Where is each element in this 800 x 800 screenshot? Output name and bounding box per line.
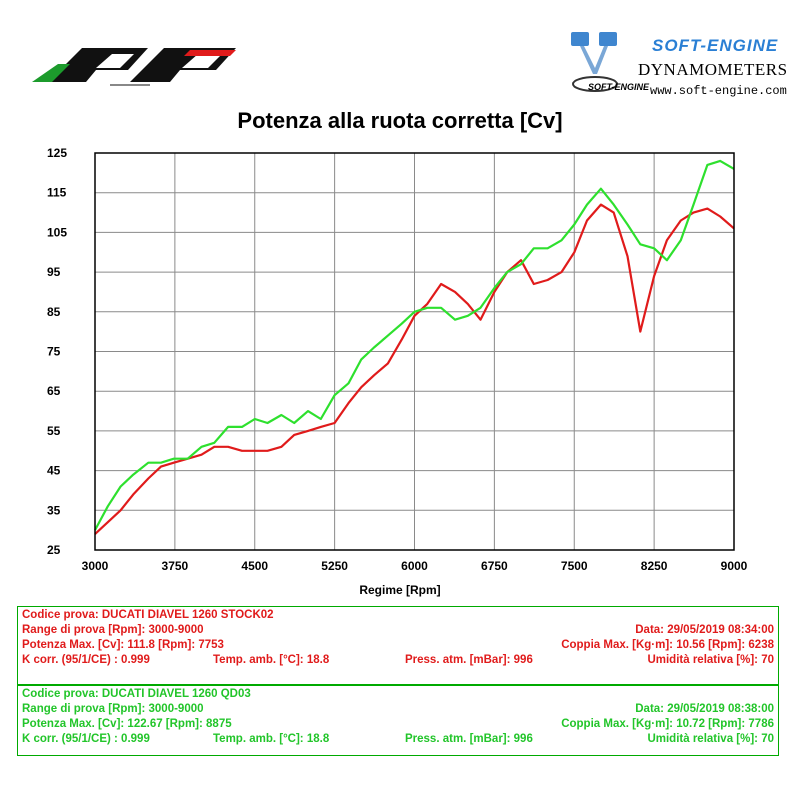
test-pressure: Press. atm. [mBar]: 996 — [405, 733, 533, 745]
y-tick-label: 55 — [47, 424, 61, 438]
test-info-row: Codice prova: DUCATI DIAVEL 1260 STOCK02 — [22, 609, 774, 623]
x-tick-label: 4500 — [241, 559, 268, 573]
test-code: Codice prova: DUCATI DIAVEL 1260 QD03 — [22, 688, 251, 700]
y-tick-label: 45 — [47, 464, 61, 478]
series-line-stock — [94, 203, 735, 535]
test-max-power: Potenza Max. [Cv]: 122.67 [Rpm]: 8875 — [22, 718, 232, 730]
y-tick-label: 95 — [47, 265, 61, 279]
soft-engine-brand: SOFT-ENGINE — [652, 36, 779, 55]
test-pressure: Press. atm. [mBar]: 996 — [405, 654, 533, 666]
test-info-row: Potenza Max. [Cv]: 122.67 [Rpm]: 8875 Co… — [22, 718, 774, 732]
x-axis-label: Regime [Rpm] — [359, 583, 440, 597]
x-tick-label: 6000 — [401, 559, 428, 573]
test-range: Range di prova [Rpm]: 3000-9000 — [22, 624, 204, 636]
test-code: Codice prova: DUCATI DIAVEL 1260 STOCK02 — [22, 609, 274, 621]
y-tick-label: 125 — [47, 146, 67, 160]
dynamometers-label: DYNAMOMETERS — [638, 60, 788, 79]
plot-frame — [94, 152, 735, 551]
test-info-row: Codice prova: DUCATI DIAVEL 1260 QD03 — [22, 688, 774, 702]
x-tick-label: 3750 — [162, 559, 189, 573]
y-axis-ticks: 25 35 45 55 65 75 85 95 105 115 125 — [47, 146, 67, 557]
x-tick-label: 6750 — [481, 559, 508, 573]
x-tick-label: 7500 — [561, 559, 588, 573]
chart-title: Potenza alla ruota corretta [Cv] — [237, 108, 562, 133]
soft-engine-small-logo-text: SOFT-ENGINE — [588, 82, 650, 92]
x-tick-label: 3000 — [82, 559, 109, 573]
test-range: Range di prova [Rpm]: 3000-9000 — [22, 703, 204, 715]
test-humidity: Umidità relativa [%]: 70 — [647, 654, 774, 666]
power-chart: Potenza alla ruota corretta [Cv] 3000 375… — [47, 108, 748, 597]
test-humidity: Umidità relativa [%]: 70 — [647, 733, 774, 745]
test-info-row: Range di prova [Rpm]: 3000-9000 Data: 29… — [22, 624, 774, 638]
test-max-torque: Coppia Max. [Kg·m]: 10.56 [Rpm]: 6238 — [561, 639, 774, 651]
series-line-qd — [94, 159, 735, 531]
test-temp: Temp. amb. [°C]: 18.8 — [213, 654, 330, 666]
x-tick-label: 9000 — [721, 559, 748, 573]
test-date: Data: 29/05/2019 08:38:00 — [635, 703, 774, 715]
soft-engine-url: www.soft-engine.com — [650, 84, 787, 98]
chart-series — [94, 159, 735, 535]
test-info-row: Range di prova [Rpm]: 3000-9000 Data: 29… — [22, 703, 774, 717]
test-info-row: K corr. (95/1/CE) : 0.999 Temp. amb. [°C… — [22, 733, 774, 747]
test-info-box-stock: Codice prova: DUCATI DIAVEL 1260 STOCK02… — [17, 606, 779, 685]
test-info-box-qd: Codice prova: DUCATI DIAVEL 1260 QD03 Ra… — [17, 685, 779, 756]
x-axis-ticks: 3000 3750 4500 5250 6000 6750 7500 8250 9000 — [82, 559, 748, 573]
test-max-power: Potenza Max. [Cv]: 111.8 [Rpm]: 7753 — [22, 639, 224, 651]
test-info-row: Potenza Max. [Cv]: 111.8 [Rpm]: 7753 Cop… — [22, 639, 774, 653]
y-tick-label: 65 — [47, 384, 61, 398]
x-tick-label: 8250 — [641, 559, 668, 573]
test-kcorr: K corr. (95/1/CE) : 0.999 — [22, 733, 150, 745]
qd-exhaust-logo — [32, 48, 236, 86]
y-tick-label: 35 — [47, 503, 61, 517]
y-tick-label: 115 — [47, 186, 67, 200]
y-tick-label: 25 — [47, 543, 61, 557]
chart-grid — [94, 152, 735, 551]
test-date: Data: 29/05/2019 08:34:00 — [635, 624, 774, 636]
test-max-torque: Coppia Max. [Kg·m]: 10.72 [Rpm]: 7786 — [561, 718, 774, 730]
test-kcorr: K corr. (95/1/CE) : 0.999 — [22, 654, 150, 666]
y-tick-label: 85 — [47, 305, 61, 319]
soft-engine-piston-logo — [565, 28, 625, 98]
test-temp: Temp. amb. [°C]: 18.8 — [213, 733, 330, 745]
test-info-row: K corr. (95/1/CE) : 0.999 Temp. amb. [°C… — [22, 654, 774, 668]
y-tick-label: 105 — [47, 225, 67, 239]
x-tick-label: 5250 — [321, 559, 348, 573]
y-tick-label: 75 — [47, 345, 61, 359]
